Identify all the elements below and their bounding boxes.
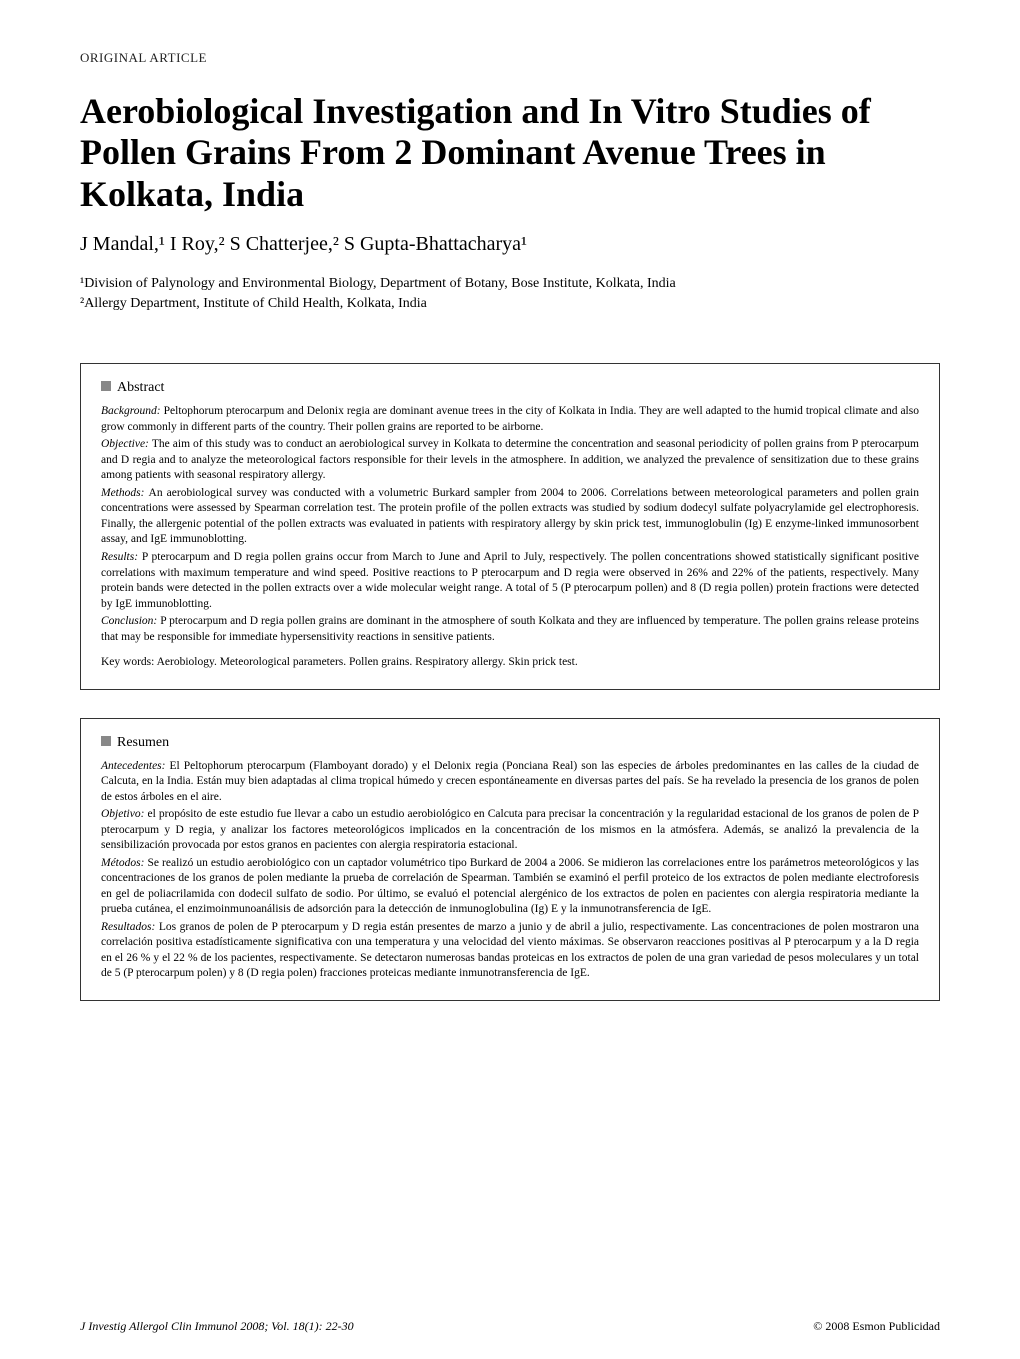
conclusion-text: P pterocarpum and D regia pollen grains … (101, 615, 919, 643)
abstract-results: Results: P pterocarpum and D regia polle… (101, 550, 919, 612)
resumen-box: Resumen Antecedentes: El Peltophorum pte… (80, 718, 940, 1001)
objective-text: The aim of this study was to conduct an … (101, 438, 919, 481)
metodos-label: Métodos: (101, 857, 147, 869)
resumen-resultados: Resultados: Los granos de polen de P pte… (101, 920, 919, 982)
resumen-heading-text: Resumen (117, 735, 169, 750)
square-bullet-icon (101, 381, 111, 391)
abstract-keywords: Key words: Aerobiology. Meteorological p… (101, 655, 919, 671)
antecedentes-text: El Peltophorum pterocarpum (Flamboyant d… (101, 760, 919, 803)
footer-journal-ref: J Investig Allergol Clin Immunol 2008; V… (80, 1319, 354, 1334)
results-text: P pterocarpum and D regia pollen grains … (101, 551, 919, 610)
section-label: ORIGINAL ARTICLE (80, 50, 940, 66)
methods-text: An aerobiological survey was conducted w… (101, 487, 919, 546)
abstract-heading-text: Abstract (117, 380, 164, 395)
abstract-objective: Objective: The aim of this study was to … (101, 437, 919, 484)
background-text: Peltophorum pterocarpum and Delonix regi… (101, 405, 919, 433)
page-footer: J Investig Allergol Clin Immunol 2008; V… (80, 1319, 940, 1334)
antecedentes-label: Antecedentes: (101, 760, 170, 772)
resultados-text: Los granos de polen de P pterocarpum y D… (101, 921, 919, 980)
footer-copyright: © 2008 Esmon Publicidad (813, 1319, 940, 1334)
methods-label: Methods: (101, 487, 149, 499)
objective-label: Objective: (101, 438, 152, 450)
objetivo-text: el propósito de este estudio fue llevar … (101, 808, 919, 851)
resultados-label: Resultados: (101, 921, 159, 933)
resumen-metodos: Métodos: Se realizó un estudio aerobioló… (101, 856, 919, 918)
resumen-objetivo: Objetivo: el propósito de este estudio f… (101, 807, 919, 854)
affiliation-2: ²Allergy Department, Institute of Child … (80, 294, 940, 314)
resumen-body: Antecedentes: El Peltophorum pterocarpum… (101, 759, 919, 982)
background-label: Background: (101, 405, 164, 417)
metodos-text: Se realizó un estudio aerobiológico con … (101, 857, 919, 916)
resumen-antecedentes: Antecedentes: El Peltophorum pterocarpum… (101, 759, 919, 806)
objetivo-label: Objetivo: (101, 808, 148, 820)
article-title: Aerobiological Investigation and In Vitr… (80, 91, 940, 215)
abstract-box: Abstract Background: Peltophorum pteroca… (80, 363, 940, 689)
abstract-heading: Abstract (101, 380, 919, 396)
resumen-heading: Resumen (101, 735, 919, 751)
results-label: Results: (101, 551, 142, 563)
conclusion-label: Conclusion: (101, 615, 160, 627)
abstract-background: Background: Peltophorum pterocarpum and … (101, 404, 919, 435)
authors-line: J Mandal,¹ I Roy,² S Chatterjee,² S Gupt… (80, 233, 940, 256)
square-bullet-icon (101, 736, 111, 746)
abstract-methods: Methods: An aerobiological survey was co… (101, 486, 919, 548)
affiliation-1: ¹Division of Palynology and Environmenta… (80, 274, 940, 294)
affiliations: ¹Division of Palynology and Environmenta… (80, 274, 940, 313)
abstract-conclusion: Conclusion: P pterocarpum and D regia po… (101, 614, 919, 645)
abstract-body: Background: Peltophorum pterocarpum and … (101, 404, 919, 670)
